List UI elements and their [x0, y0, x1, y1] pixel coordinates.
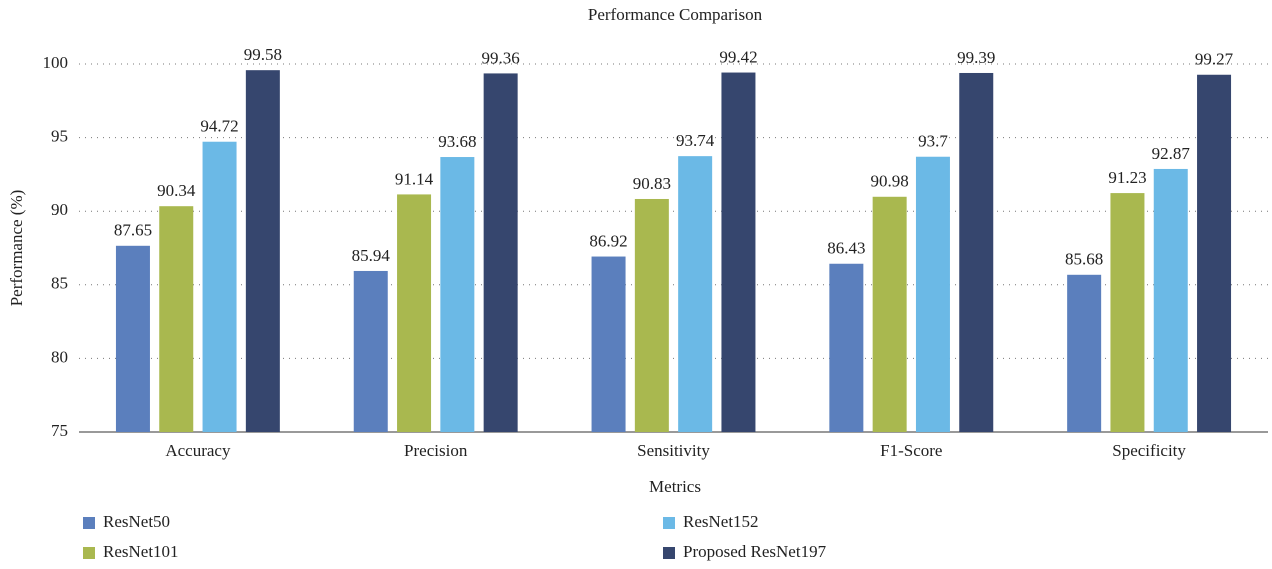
value-label: 90.83	[633, 174, 671, 193]
value-label: 90.34	[157, 181, 196, 200]
value-label: 93.7	[918, 132, 948, 151]
value-label: 90.98	[871, 172, 909, 191]
x-tick-label: Sensitivity	[637, 441, 710, 460]
bar	[634, 198, 669, 432]
bar	[397, 194, 432, 432]
value-label: 85.94	[352, 246, 391, 265]
value-label: 92.87	[1152, 144, 1191, 163]
value-label: 99.58	[244, 45, 282, 64]
legend-label: ResNet152	[683, 512, 759, 531]
value-label: 93.74	[676, 131, 715, 150]
bar	[959, 72, 994, 433]
x-axis-title: Metrics	[649, 477, 701, 496]
value-label: 99.42	[719, 47, 757, 66]
bar	[591, 256, 626, 432]
bar	[245, 70, 280, 432]
bar	[1197, 74, 1232, 432]
value-label: 87.65	[114, 221, 152, 240]
value-label: 91.14	[395, 169, 434, 188]
y-tick-label: 85	[51, 274, 68, 293]
bar	[678, 156, 713, 432]
value-label: 99.27	[1195, 50, 1234, 69]
value-label: 86.43	[827, 239, 865, 258]
bar	[115, 245, 150, 432]
y-tick-label: 100	[43, 53, 69, 72]
value-label: 86.92	[589, 231, 627, 250]
y-tick-label: 75	[51, 421, 68, 440]
value-label: 94.72	[200, 117, 238, 136]
bar	[202, 141, 237, 432]
y-tick-label: 90	[51, 200, 68, 219]
bar	[829, 263, 864, 432]
x-tick-label: Specificity	[1112, 441, 1186, 460]
value-label: 93.68	[438, 132, 476, 151]
bar	[721, 72, 756, 432]
bar	[159, 206, 194, 432]
bar	[1110, 193, 1145, 432]
legend-swatch	[663, 517, 675, 529]
legend-swatch	[83, 517, 95, 529]
value-label: 91.23	[1108, 168, 1146, 187]
bar	[872, 196, 907, 432]
y-tick-label: 95	[51, 127, 68, 146]
x-tick-label: Accuracy	[165, 441, 231, 460]
value-label: 85.68	[1065, 250, 1103, 269]
value-label: 99.36	[482, 48, 520, 67]
legend-swatch	[83, 547, 95, 559]
bar	[1067, 274, 1102, 432]
bar	[483, 73, 518, 432]
bar	[1153, 168, 1188, 432]
legend-label: ResNet101	[103, 542, 179, 561]
y-axis-title: Performance (%)	[7, 190, 26, 307]
bar	[915, 156, 950, 432]
legend-label: Proposed ResNet197	[683, 542, 827, 561]
value-label: 99.39	[957, 48, 995, 67]
legend-label: ResNet50	[103, 512, 170, 531]
bar	[353, 270, 388, 432]
chart-title: Performance Comparison	[588, 5, 763, 24]
x-tick-label: Precision	[404, 441, 468, 460]
legend-swatch	[663, 547, 675, 559]
bar	[440, 157, 475, 432]
x-tick-label: F1-Score	[880, 441, 942, 460]
y-tick-label: 80	[51, 347, 68, 366]
